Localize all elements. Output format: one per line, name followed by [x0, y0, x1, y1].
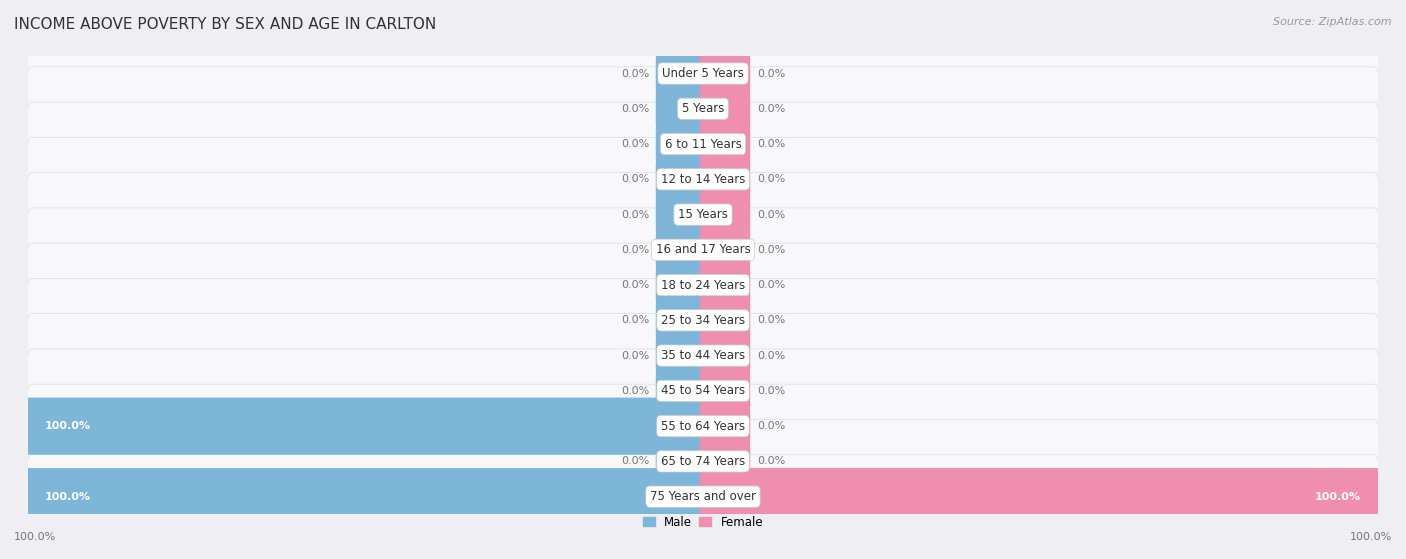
Text: 0.0%: 0.0% [756, 456, 785, 466]
Text: 0.0%: 0.0% [621, 315, 650, 325]
FancyBboxPatch shape [27, 419, 1379, 503]
Text: 0.0%: 0.0% [756, 69, 785, 78]
Text: Under 5 Years: Under 5 Years [662, 67, 744, 80]
FancyBboxPatch shape [655, 362, 706, 419]
Text: 0.0%: 0.0% [756, 104, 785, 114]
Text: 100.0%: 100.0% [45, 492, 91, 501]
FancyBboxPatch shape [27, 278, 1379, 362]
FancyBboxPatch shape [25, 397, 706, 454]
Text: 0.0%: 0.0% [621, 456, 650, 466]
Text: 0.0%: 0.0% [621, 69, 650, 78]
Text: 15 Years: 15 Years [678, 208, 728, 221]
FancyBboxPatch shape [27, 173, 1379, 257]
Text: 0.0%: 0.0% [621, 104, 650, 114]
FancyBboxPatch shape [27, 208, 1379, 292]
FancyBboxPatch shape [700, 362, 751, 419]
FancyBboxPatch shape [27, 314, 1379, 397]
FancyBboxPatch shape [655, 327, 706, 384]
Text: 45 to 54 Years: 45 to 54 Years [661, 385, 745, 397]
FancyBboxPatch shape [700, 80, 751, 138]
Text: 0.0%: 0.0% [621, 386, 650, 396]
FancyBboxPatch shape [25, 468, 706, 525]
Text: 0.0%: 0.0% [756, 210, 785, 220]
FancyBboxPatch shape [700, 468, 1381, 525]
FancyBboxPatch shape [700, 151, 751, 208]
FancyBboxPatch shape [655, 45, 706, 102]
FancyBboxPatch shape [655, 257, 706, 314]
Text: 0.0%: 0.0% [621, 174, 650, 184]
FancyBboxPatch shape [27, 243, 1379, 327]
FancyBboxPatch shape [700, 186, 751, 243]
Text: 12 to 14 Years: 12 to 14 Years [661, 173, 745, 186]
Text: INCOME ABOVE POVERTY BY SEX AND AGE IN CARLTON: INCOME ABOVE POVERTY BY SEX AND AGE IN C… [14, 17, 436, 32]
Text: 0.0%: 0.0% [621, 139, 650, 149]
FancyBboxPatch shape [27, 384, 1379, 468]
FancyBboxPatch shape [27, 31, 1379, 116]
FancyBboxPatch shape [700, 221, 751, 278]
Text: 0.0%: 0.0% [756, 386, 785, 396]
FancyBboxPatch shape [700, 116, 751, 173]
Text: 0.0%: 0.0% [756, 315, 785, 325]
Text: 18 to 24 Years: 18 to 24 Years [661, 278, 745, 292]
FancyBboxPatch shape [700, 397, 751, 454]
Text: 5 Years: 5 Years [682, 102, 724, 115]
FancyBboxPatch shape [27, 454, 1379, 539]
Text: 6 to 11 Years: 6 to 11 Years [665, 138, 741, 150]
Text: 100.0%: 100.0% [14, 532, 56, 542]
Text: 0.0%: 0.0% [621, 245, 650, 255]
Text: 55 to 64 Years: 55 to 64 Years [661, 420, 745, 433]
Text: 16 and 17 Years: 16 and 17 Years [655, 243, 751, 257]
FancyBboxPatch shape [27, 138, 1379, 221]
FancyBboxPatch shape [655, 433, 706, 490]
Text: 0.0%: 0.0% [756, 139, 785, 149]
Text: 0.0%: 0.0% [621, 280, 650, 290]
Text: 65 to 74 Years: 65 to 74 Years [661, 455, 745, 468]
Text: 0.0%: 0.0% [621, 350, 650, 361]
Text: 0.0%: 0.0% [621, 210, 650, 220]
Text: 0.0%: 0.0% [756, 421, 785, 431]
FancyBboxPatch shape [700, 257, 751, 314]
Text: 100.0%: 100.0% [1350, 532, 1392, 542]
FancyBboxPatch shape [700, 45, 751, 102]
FancyBboxPatch shape [700, 292, 751, 349]
Text: 25 to 34 Years: 25 to 34 Years [661, 314, 745, 327]
Text: 0.0%: 0.0% [756, 350, 785, 361]
FancyBboxPatch shape [700, 433, 751, 490]
FancyBboxPatch shape [27, 67, 1379, 151]
FancyBboxPatch shape [655, 80, 706, 138]
Text: Source: ZipAtlas.com: Source: ZipAtlas.com [1274, 17, 1392, 27]
FancyBboxPatch shape [27, 349, 1379, 433]
Text: 0.0%: 0.0% [756, 245, 785, 255]
Text: 0.0%: 0.0% [756, 174, 785, 184]
FancyBboxPatch shape [700, 327, 751, 384]
FancyBboxPatch shape [655, 186, 706, 243]
Text: 35 to 44 Years: 35 to 44 Years [661, 349, 745, 362]
Text: 75 Years and over: 75 Years and over [650, 490, 756, 503]
Text: 100.0%: 100.0% [1315, 492, 1361, 501]
Text: 0.0%: 0.0% [756, 280, 785, 290]
FancyBboxPatch shape [655, 221, 706, 278]
Text: 100.0%: 100.0% [45, 421, 91, 431]
Legend: Male, Female: Male, Female [638, 511, 768, 534]
FancyBboxPatch shape [655, 116, 706, 173]
FancyBboxPatch shape [27, 102, 1379, 186]
FancyBboxPatch shape [655, 151, 706, 208]
FancyBboxPatch shape [655, 292, 706, 349]
